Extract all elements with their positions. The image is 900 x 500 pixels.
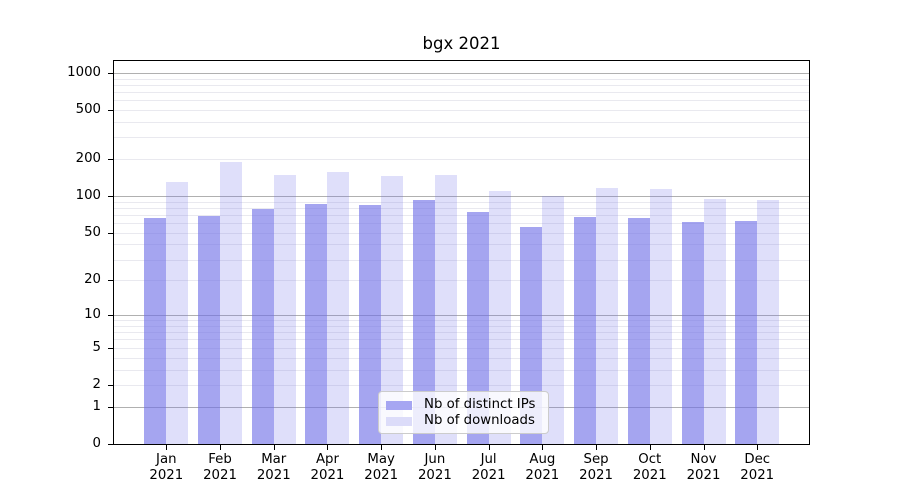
legend-item-downloads: Nb of downloads	[386, 413, 540, 429]
x-tickmark	[542, 445, 543, 450]
y-tick-label: 500	[75, 102, 101, 118]
x-tickmark	[489, 445, 490, 450]
legend: Nb of distinct IPs Nb of downloads	[378, 391, 549, 434]
legend-label-distinct-ips: Nb of distinct IPs	[424, 397, 536, 412]
x-tick-label: Sep 2021	[579, 452, 613, 483]
x-tick-label: Jan 2021	[149, 452, 184, 483]
x-tick-label: Nov 2021	[686, 452, 721, 483]
y-tick-label: 2	[92, 376, 101, 392]
legend-swatch-distinct-ips	[386, 400, 412, 410]
x-tick-label: Jun 2021	[417, 452, 452, 483]
y-tick-label: 20	[84, 272, 101, 288]
legend-label-downloads: Nb of downloads	[424, 413, 535, 428]
y-tick-label: 0	[92, 436, 101, 451]
legend-swatch-downloads	[386, 416, 412, 426]
x-tick-label: Apr 2021	[310, 452, 345, 483]
y-tick-label: 100	[75, 188, 101, 204]
y-tick-label: 5	[92, 339, 101, 355]
legend-item-distinct-ips: Nb of distinct IPs	[386, 397, 540, 413]
x-tick-label: Jul 2021	[471, 452, 506, 483]
y-tick-label: 10	[84, 307, 101, 323]
x-tickmark	[166, 445, 167, 450]
x-tickmark	[650, 445, 651, 450]
x-tickmark	[435, 445, 436, 450]
x-tickmark	[327, 445, 328, 450]
y-tick-label: 1000	[67, 64, 101, 80]
x-tickmark	[220, 445, 221, 450]
x-tick-label: Dec 2021	[740, 452, 775, 483]
plot-border	[113, 60, 810, 445]
x-tickmark	[757, 445, 758, 450]
x-tickmark	[596, 445, 597, 450]
x-tickmark	[704, 445, 705, 450]
x-tick-label: May 2021	[364, 452, 399, 483]
x-tick-label: Aug 2021	[525, 452, 560, 483]
y-tick-label: 50	[84, 224, 101, 240]
x-tick-label: Oct 2021	[632, 452, 667, 483]
x-tickmark	[274, 445, 275, 450]
y-tick-label: 1	[92, 398, 101, 414]
chart-title: bgx 2021	[422, 34, 501, 53]
x-tick-label: Feb 2021	[203, 452, 237, 483]
y-tick-label: 200	[75, 151, 101, 167]
x-tickmark	[381, 445, 382, 450]
x-tick-label: Mar 2021	[256, 452, 291, 483]
